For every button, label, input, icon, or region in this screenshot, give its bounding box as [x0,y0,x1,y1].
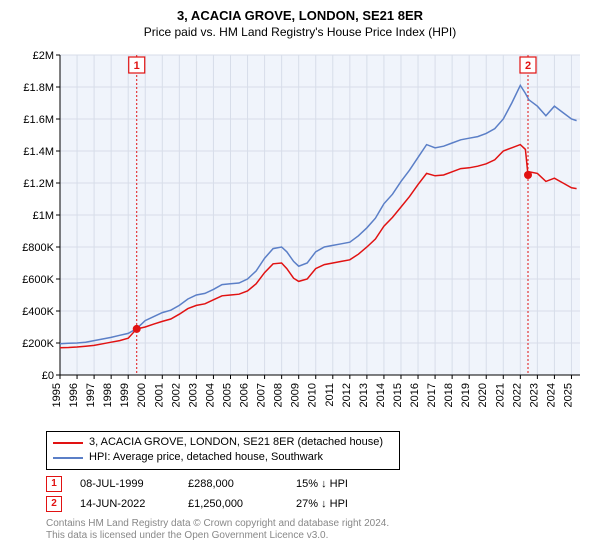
svg-text:1: 1 [134,60,140,72]
svg-text:£600K: £600K [22,274,54,286]
svg-text:£1.4M: £1.4M [23,146,54,158]
sale-row: 2 14-JUN-2022 £1,250,000 27% ↓ HPI [46,496,590,512]
svg-text:£1.6M: £1.6M [23,114,54,126]
svg-text:2016: 2016 [409,383,421,407]
chart-container: 3, ACACIA GROVE, LONDON, SE21 8ER Price … [0,0,600,560]
footer-attribution: Contains HM Land Registry data © Crown c… [46,518,590,543]
sale-date: 08-JUL-1999 [80,478,170,490]
legend: 3, ACACIA GROVE, LONDON, SE21 8ER (detac… [46,431,400,470]
svg-text:2: 2 [525,60,531,72]
chart-area: £0 £200K £400K £600K £800K £1M £1.2M £1.4M £1.6M… [10,45,590,425]
svg-text:1995: 1995 [51,383,63,407]
svg-text:2012: 2012 [341,383,353,407]
chart-title: 3, ACACIA GROVE, LONDON, SE21 8ER [10,8,590,23]
legend-swatch [53,442,83,444]
svg-text:2024: 2024 [545,383,557,407]
svg-text:2022: 2022 [511,383,523,407]
svg-text:2003: 2003 [187,383,199,407]
svg-text:2010: 2010 [307,383,319,407]
svg-text:2007: 2007 [256,383,268,407]
svg-text:2013: 2013 [358,383,370,407]
svg-text:2009: 2009 [290,383,302,407]
svg-text:2004: 2004 [204,383,216,407]
svg-text:£800K: £800K [22,242,54,254]
svg-text:2001: 2001 [153,383,165,407]
svg-text:2014: 2014 [375,383,387,407]
svg-text:2017: 2017 [426,383,438,407]
svg-text:2025: 2025 [562,383,574,407]
svg-text:2018: 2018 [443,383,455,407]
svg-text:2008: 2008 [273,383,285,407]
svg-text:£200K: £200K [22,338,54,350]
legend-swatch [53,457,83,459]
svg-text:2011: 2011 [324,383,336,407]
svg-text:1997: 1997 [85,383,97,407]
sale-date: 14-JUN-2022 [80,498,170,510]
legend-label: 3, ACACIA GROVE, LONDON, SE21 8ER (detac… [89,435,383,450]
legend-label: HPI: Average price, detached house, Sout… [89,450,323,465]
svg-text:2006: 2006 [239,383,251,407]
chart-subtitle: Price paid vs. HM Land Registry's House … [10,25,590,39]
svg-text:£1.8M: £1.8M [23,82,54,94]
svg-text:2019: 2019 [460,383,472,407]
line-chart-svg: £0 £200K £400K £600K £800K £1M £1.2M £1.4M £1.6M… [10,45,590,425]
svg-text:1999: 1999 [119,383,131,407]
svg-text:2005: 2005 [221,383,233,407]
svg-text:£2M: £2M [33,50,54,62]
svg-text:2021: 2021 [494,383,506,407]
sale-markers-table: 1 08-JUL-1999 £288,000 15% ↓ HPI 2 14-JU… [46,476,590,512]
svg-text:£1M: £1M [33,210,54,222]
sale-row: 1 08-JUL-1999 £288,000 15% ↓ HPI [46,476,590,492]
sale-delta: 27% ↓ HPI [296,498,386,510]
footer-line: This data is licensed under the Open Gov… [46,530,590,543]
svg-text:£1.2M: £1.2M [23,178,54,190]
legend-item: 3, ACACIA GROVE, LONDON, SE21 8ER (detac… [53,435,393,450]
svg-text:2023: 2023 [528,383,540,407]
svg-text:1998: 1998 [102,383,114,407]
svg-text:£0: £0 [42,370,54,382]
sale-price: £1,250,000 [188,498,278,510]
footer-line: Contains HM Land Registry data © Crown c… [46,518,590,531]
sale-price: £288,000 [188,478,278,490]
svg-text:2002: 2002 [170,383,182,407]
svg-text:2000: 2000 [136,383,148,407]
svg-text:£400K: £400K [22,306,54,318]
sale-delta: 15% ↓ HPI [296,478,386,490]
marker-box-icon: 2 [46,496,62,512]
svg-text:1996: 1996 [68,383,80,407]
legend-item: HPI: Average price, detached house, Sout… [53,450,393,465]
marker-box-icon: 1 [46,476,62,492]
svg-text:2020: 2020 [477,383,489,407]
svg-text:2015: 2015 [392,383,404,407]
